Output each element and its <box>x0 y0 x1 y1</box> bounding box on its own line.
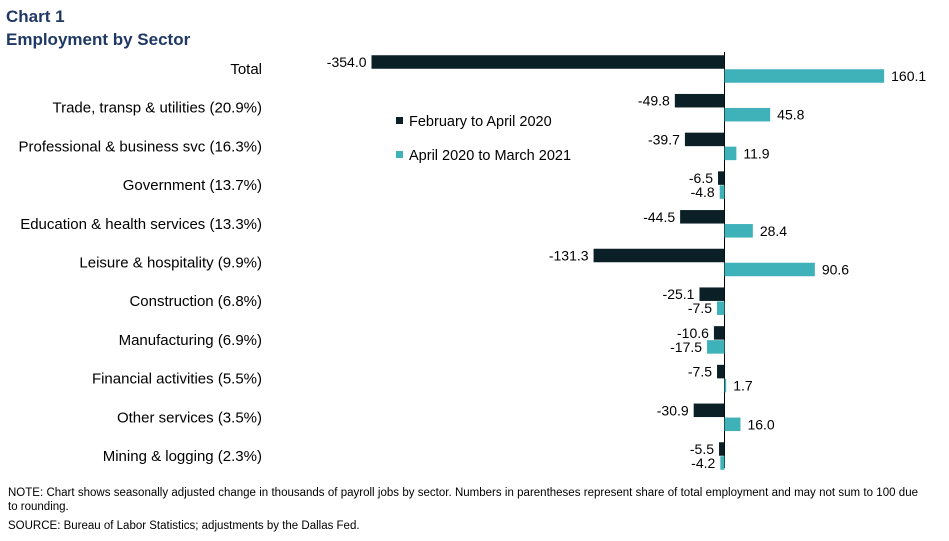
data-label: 90.6 <box>822 262 849 278</box>
chart-title: Employment by Sector <box>6 30 191 49</box>
category-label: Construction (6.8%) <box>129 293 262 310</box>
data-label: 160.1 <box>891 68 926 84</box>
bar-feb-apr-2020 <box>674 93 725 108</box>
bar-feb-apr-2020 <box>699 287 725 301</box>
data-label: -17.5 <box>670 339 702 355</box>
data-label: -49.8 <box>638 93 670 109</box>
bar-apr2020-mar2021 <box>707 340 725 354</box>
category-label: Total <box>230 61 262 78</box>
bar-feb-apr-2020 <box>680 210 725 224</box>
data-label: -131.3 <box>549 248 589 264</box>
data-label: 11.9 <box>743 145 769 161</box>
data-label: 1.7 <box>733 378 753 394</box>
chart-source: SOURCE: Bureau of Labor Statistics; adju… <box>8 520 360 532</box>
data-label: -10.6 <box>677 325 709 341</box>
bar-feb-apr-2020 <box>371 55 725 69</box>
category-label: Government (13.7%) <box>123 177 262 194</box>
data-label: -39.7 <box>648 131 680 147</box>
bar-apr2020-mar2021 <box>724 69 885 83</box>
category-label: Education & health services (13.3%) <box>20 216 262 233</box>
category-label: Other services (3.5%) <box>117 409 262 426</box>
data-label: 28.4 <box>760 223 787 239</box>
data-label: -5.5 <box>690 441 714 457</box>
category-label: Professional & business svc (16.3%) <box>19 138 262 155</box>
data-label: -4.2 <box>691 455 715 471</box>
bar-feb-apr-2020 <box>693 403 725 418</box>
data-label: -25.1 <box>663 286 695 302</box>
chart-note: NOTE: Chart shows seasonally adjusted ch… <box>8 487 918 513</box>
chart-number: Chart 1 <box>6 7 65 26</box>
category-label: Financial activities (5.5%) <box>92 371 262 388</box>
category-label: Mining & logging (2.3%) <box>103 448 262 465</box>
bar-feb-apr-2020 <box>719 442 725 456</box>
bar-feb-apr-2020 <box>684 132 725 147</box>
legend-label: April 2020 to March 2021 <box>409 148 571 164</box>
chart-title-block: Chart 1 Employment by Sector <box>6 5 190 51</box>
bar-apr2020-mar2021 <box>724 417 741 432</box>
data-label: -44.5 <box>643 209 675 225</box>
bar-feb-apr-2020 <box>593 248 725 263</box>
bar-feb-apr-2020 <box>718 171 725 185</box>
data-label: 16.0 <box>747 416 774 432</box>
bar-apr2020-mar2021 <box>724 146 737 161</box>
bar-apr2020-mar2021 <box>720 456 725 470</box>
category-label: Manufacturing (6.9%) <box>119 332 262 349</box>
legend-swatch <box>396 117 403 124</box>
bar-apr2020-mar2021 <box>717 301 725 315</box>
bar-apr2020-mar2021 <box>724 107 771 122</box>
bar-feb-apr-2020 <box>713 326 725 340</box>
legend-swatch <box>396 151 403 158</box>
data-label: -7.5 <box>688 300 712 316</box>
category-label: Trade, transp & utilities (20.9%) <box>52 100 262 117</box>
bar-apr2020-mar2021 <box>724 378 727 393</box>
bar-chart: Total -354.0 160.1 Trade, transp & utilitie… <box>19 52 926 471</box>
data-label: -7.5 <box>688 364 712 380</box>
bar-apr2020-mar2021 <box>724 262 815 277</box>
data-label: -4.8 <box>691 184 715 200</box>
data-label: -6.5 <box>689 170 713 186</box>
legend-label: February to April 2020 <box>409 114 552 130</box>
data-label: -30.9 <box>657 402 689 418</box>
category-label: Leisure & hospitality (9.9%) <box>79 255 262 272</box>
bar-feb-apr-2020 <box>717 364 725 379</box>
bar-apr2020-mar2021 <box>724 224 753 238</box>
bar-apr2020-mar2021 <box>719 185 725 199</box>
data-label: -354.0 <box>327 54 367 70</box>
data-label: 45.8 <box>777 107 804 123</box>
